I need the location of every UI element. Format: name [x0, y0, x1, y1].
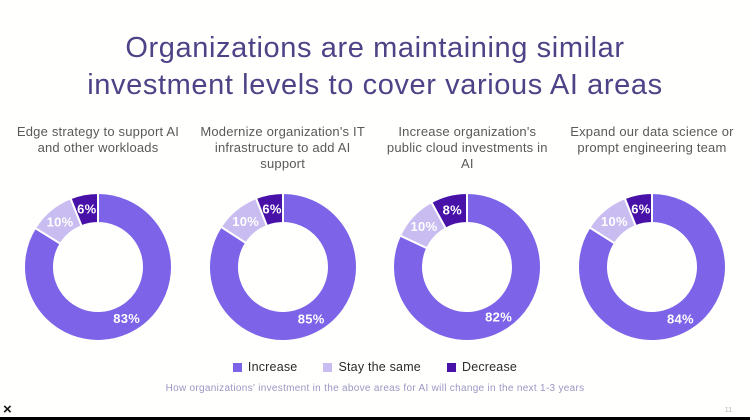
- donut-chart-modernize-it: 85% 10% 6%: [204, 188, 362, 346]
- donut-slice-value-label: 6%: [262, 202, 282, 217]
- donut-slice-value-label: 10%: [411, 219, 438, 234]
- donut-slice-value-label: 83%: [113, 311, 140, 326]
- chart-column-public-cloud: Increase organization's public cloud inv…: [375, 124, 559, 346]
- donut-chart-public-cloud: 82% 10% 8%: [388, 188, 546, 346]
- legend-swatch-increase: [232, 362, 242, 372]
- donut-slice-decrease: [430, 191, 469, 230]
- donut-slice-value-label: 10%: [232, 214, 259, 229]
- chart-title: Expand our data science or prompt engine…: [570, 124, 734, 155]
- footer-note: How organizations' investment in the abo…: [165, 383, 585, 394]
- legend-swatch-stay-the-same: [323, 362, 333, 372]
- chart-legend: Increase Stay the same Decrease: [0, 360, 750, 374]
- donut-slice-increase: [576, 191, 727, 342]
- donut-slice-value-label: 6%: [77, 202, 97, 217]
- donut-svg: 84% 10%6%: [576, 191, 727, 342]
- donut-slice-value-label: 10%: [601, 214, 628, 229]
- donut-chart-data-science-team: 84% 10% 6%: [573, 188, 731, 346]
- legend-label: Decrease: [461, 360, 518, 374]
- legend-label: Stay the same: [338, 360, 421, 374]
- legend-item-stay-the-same: Stay the same: [323, 360, 421, 374]
- donut-slice-decrease: [254, 191, 284, 228]
- page-title-line-1: Organizations are maintaining similar: [125, 32, 625, 64]
- donut-slice-value-label: 6%: [631, 202, 651, 217]
- page-title: Organizations are maintaining similar in…: [0, 30, 750, 104]
- legend-item-increase: Increase: [232, 360, 298, 374]
- close-icon[interactable]: ×: [3, 401, 12, 418]
- charts-row: Edge strategy to support AI and other wo…: [0, 124, 750, 346]
- donut-chart-edge-strategy: 83% 10% 6%: [19, 188, 177, 346]
- donut-slice-increase: [392, 191, 543, 342]
- donut-svg: 82% 10% 8%: [392, 191, 543, 342]
- donut-slice-value-label: 85%: [297, 311, 324, 326]
- chart-column-data-science-team: Expand our data science or prompt engine…: [560, 124, 744, 346]
- donut-svg: 85% 10%6%: [207, 191, 358, 342]
- bottom-border-bar: [0, 417, 750, 420]
- chart-title: Edge strategy to support AI and other wo…: [16, 124, 180, 155]
- chart-column-edge-strategy: Edge strategy to support AI and other wo…: [6, 124, 190, 346]
- page-number: 11: [724, 407, 732, 414]
- legend-item-decrease: Decrease: [446, 360, 518, 374]
- legend-swatch-decrease: [446, 362, 456, 372]
- chart-title: Modernize organization's IT infrastructu…: [200, 124, 365, 171]
- legend-label: Increase: [247, 360, 298, 374]
- page-title-line-2: investment levels to cover various AI ar…: [87, 69, 663, 101]
- donut-slice-value-label: 84%: [667, 311, 694, 326]
- donut-slice-value-label: 10%: [47, 214, 74, 229]
- chart-title: Increase organization's public cloud inv…: [386, 124, 548, 171]
- donut-slice-increase: [23, 191, 173, 342]
- donut-svg: 83% 10%6%: [23, 191, 173, 342]
- donut-slice-value-label: 8%: [443, 202, 463, 217]
- donut-slice-increase: [207, 191, 358, 342]
- donut-slice-decrease: [623, 191, 653, 228]
- donut-slice-decrease: [69, 191, 99, 228]
- chart-column-modernize-it: Modernize organization's IT infrastructu…: [191, 124, 375, 346]
- donut-slice-value-label: 82%: [485, 309, 512, 324]
